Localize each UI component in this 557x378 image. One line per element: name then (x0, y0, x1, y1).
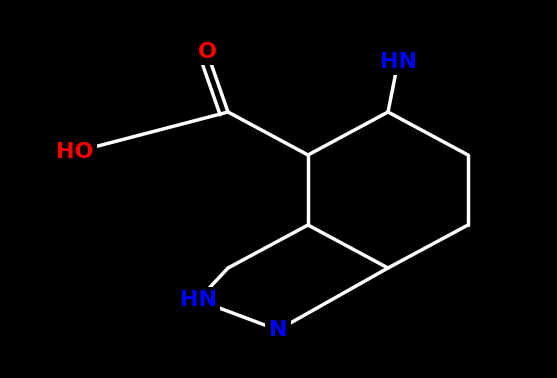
Text: O: O (198, 42, 217, 62)
Text: HN: HN (379, 52, 417, 72)
Text: HO: HO (56, 142, 94, 162)
Text: HN: HN (179, 290, 217, 310)
Text: N: N (268, 320, 287, 340)
